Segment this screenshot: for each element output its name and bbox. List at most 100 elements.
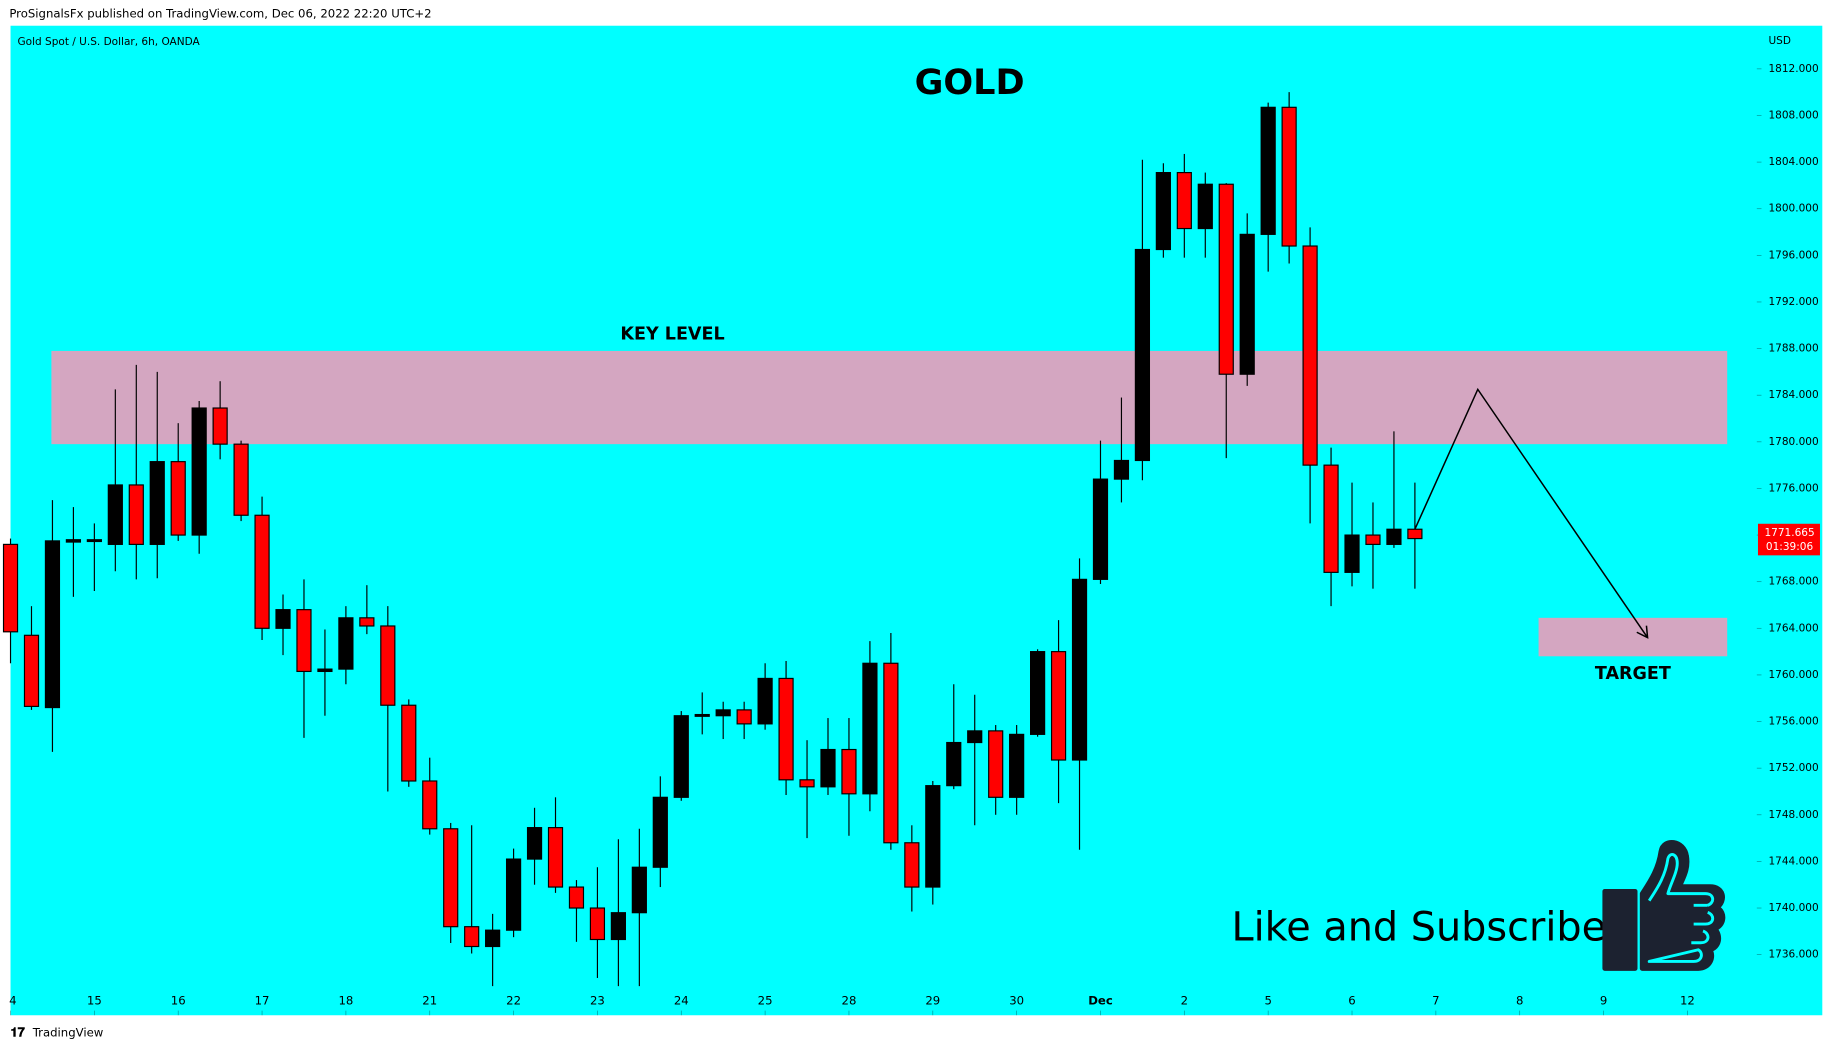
x-tick-label: 25 bbox=[758, 994, 773, 1008]
candle-body bbox=[401, 704, 417, 782]
x-tick-label: Dec bbox=[1088, 994, 1113, 1008]
candle-body bbox=[946, 741, 962, 787]
candle-body bbox=[1365, 534, 1381, 545]
candle-body bbox=[820, 748, 836, 788]
candle-body bbox=[736, 709, 752, 725]
y-tick-label: 1752.000 bbox=[1769, 762, 1819, 774]
y-tick-label: 1788.000 bbox=[1769, 343, 1819, 355]
candle-body bbox=[1386, 528, 1402, 545]
x-tick-label: 17 bbox=[255, 994, 270, 1008]
candle-body bbox=[1281, 106, 1297, 247]
candle-body bbox=[841, 748, 857, 795]
y-tick-label: 1784.000 bbox=[1769, 389, 1819, 401]
candle-body bbox=[233, 443, 249, 516]
candle-body bbox=[904, 842, 920, 888]
candle-body bbox=[44, 540, 61, 709]
candle-body bbox=[2, 543, 19, 633]
candle-body bbox=[1113, 459, 1130, 480]
y-tick-label: 1760.000 bbox=[1769, 669, 1819, 681]
footer-text: TradingView bbox=[32, 1025, 104, 1039]
zone-label: KEY LEVEL bbox=[620, 325, 724, 345]
zone-label: TARGET bbox=[1595, 664, 1671, 684]
candle-body bbox=[380, 625, 396, 706]
footer: 𝟏𝟕 TradingView bbox=[11, 1025, 104, 1040]
x-tick-label: 5 bbox=[1264, 994, 1271, 1008]
y-tick-label: 1736.000 bbox=[1769, 949, 1819, 961]
candle-body bbox=[547, 827, 564, 888]
candle-body bbox=[694, 713, 710, 717]
candle-body bbox=[526, 827, 543, 860]
candle-body bbox=[505, 858, 522, 931]
candle-body bbox=[464, 926, 480, 948]
x-tick-label: 16 bbox=[171, 994, 186, 1008]
candle-body bbox=[1134, 248, 1151, 462]
candle-body bbox=[191, 407, 207, 536]
y-tick-label: 1744.000 bbox=[1769, 855, 1819, 867]
chart-title: GOLD bbox=[915, 62, 1025, 103]
x-tick-label: 23 bbox=[590, 994, 605, 1008]
candle-body bbox=[1260, 106, 1276, 235]
axes: 1736.000 1740.000 1744.000 1748.000 1752.000… bbox=[9, 63, 1820, 1016]
candle-body bbox=[631, 866, 647, 914]
candles bbox=[2, 92, 1649, 987]
y-tick-label: 1768.000 bbox=[1769, 576, 1819, 588]
zones: KEY LEVEL TARGET bbox=[51, 325, 1728, 684]
x-tick-label: 21 bbox=[422, 994, 437, 1008]
x-tick-label: 22 bbox=[506, 994, 521, 1008]
y-tick-label: 1792.000 bbox=[1769, 296, 1819, 308]
y-tick-label: 1800.000 bbox=[1769, 203, 1819, 215]
x-tick-label: 12 bbox=[1680, 994, 1695, 1008]
candle-body bbox=[212, 407, 228, 445]
candle-body bbox=[275, 609, 291, 629]
x-tick-label: 30 bbox=[1009, 994, 1024, 1008]
x-tick-label: 4 bbox=[9, 994, 16, 1008]
candle-body bbox=[589, 907, 606, 941]
header: ProSignalsFx published on TradingView.co… bbox=[9, 7, 431, 21]
candle-body bbox=[568, 886, 585, 909]
y-tick-label: 1808.000 bbox=[1769, 109, 1819, 121]
candle-body bbox=[673, 715, 689, 798]
x-tick-label: 18 bbox=[338, 994, 353, 1008]
candle-body bbox=[296, 609, 312, 673]
y-tick-label: 1804.000 bbox=[1769, 156, 1819, 168]
thumbs-up-icon bbox=[1602, 840, 1726, 971]
candle-body bbox=[1218, 183, 1234, 375]
y-tick-label: 1780.000 bbox=[1769, 436, 1819, 448]
candle-body bbox=[65, 539, 82, 543]
projection-path bbox=[1414, 387, 1649, 639]
candle-body bbox=[1092, 478, 1109, 580]
y-axis-label: USD bbox=[1769, 35, 1791, 47]
candle-body bbox=[485, 929, 501, 948]
candle-body bbox=[1071, 578, 1088, 761]
candle-body bbox=[883, 662, 899, 844]
x-tick-label: 24 bbox=[674, 994, 689, 1008]
candle-body bbox=[778, 677, 794, 781]
x-tick-label: 29 bbox=[925, 994, 940, 1008]
candle-body bbox=[317, 668, 333, 673]
countdown-label: 01:39:06 bbox=[1766, 541, 1814, 553]
candle-body bbox=[1030, 651, 1046, 735]
candle-body bbox=[254, 514, 270, 629]
candle-body bbox=[1302, 245, 1318, 466]
candle-body bbox=[1239, 233, 1255, 375]
y-tick-label: 1776.000 bbox=[1769, 482, 1819, 494]
candle-body bbox=[1197, 183, 1213, 230]
candle-body bbox=[652, 796, 668, 868]
x-tick-label: 2 bbox=[1181, 994, 1188, 1008]
candle-body bbox=[1323, 464, 1339, 573]
y-tick-label: 1756.000 bbox=[1769, 716, 1819, 728]
candle-body bbox=[757, 677, 773, 725]
x-tick-label: 9 bbox=[1600, 994, 1607, 1008]
candle-body bbox=[422, 780, 438, 830]
y-tick-label: 1748.000 bbox=[1769, 809, 1819, 821]
candle-body bbox=[610, 912, 626, 941]
x-tick-label: 7 bbox=[1432, 994, 1439, 1008]
candle-body bbox=[1407, 528, 1423, 540]
candle-body bbox=[149, 461, 165, 545]
zone bbox=[1538, 617, 1728, 657]
candle-body bbox=[925, 785, 941, 888]
candle-body bbox=[715, 709, 731, 717]
candle-body bbox=[23, 634, 40, 707]
